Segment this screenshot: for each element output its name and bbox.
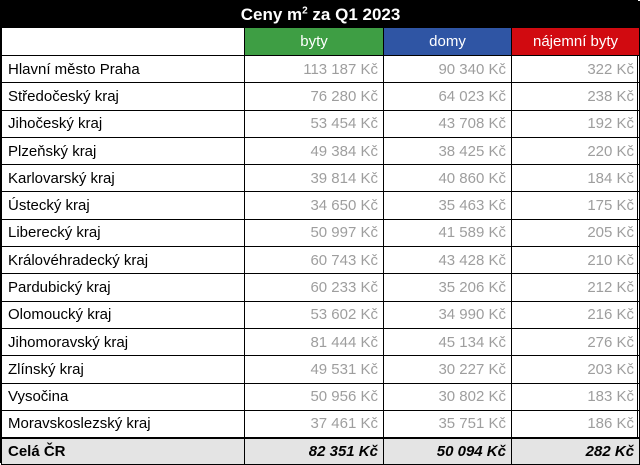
- byty-cell: 53 602 Kč: [244, 300, 384, 329]
- total-byty: 82 351 Kč: [244, 436, 384, 465]
- domy-cell: 64 023 Kč: [383, 82, 512, 111]
- byty-cell: 53 454 Kč: [244, 109, 384, 138]
- domy-cell: 43 428 Kč: [383, 246, 512, 275]
- byty-cell: 49 384 Kč: [244, 136, 384, 166]
- domy-cell: 34 990 Kč: [383, 300, 512, 329]
- domy-cell: 38 425 Kč: [383, 136, 512, 166]
- domy-cell: 30 227 Kč: [383, 355, 512, 384]
- domy-cell: 35 463 Kč: [383, 191, 512, 220]
- table-row: Královéhradecký kraj 60 743 Kč 43 428 Kč 21…: [1, 246, 640, 275]
- region-cell: Olomoucký kraj: [1, 300, 245, 329]
- region-cell: Středočeský kraj: [1, 82, 245, 111]
- total-najemni-byty: 282 Kč: [510, 436, 640, 465]
- byty-cell: 39 814 Kč: [244, 164, 384, 193]
- table-row: Hlavní město Praha 113 187 Kč 90 340 Kč 322…: [1, 54, 640, 84]
- najemni-byty-cell: 220 Kč: [510, 136, 640, 166]
- total-domy: 50 094 Kč: [383, 436, 512, 465]
- region-cell: Karlovarský kraj: [1, 164, 245, 193]
- table-row: Liberecký kraj 50 997 Kč 41 589 Kč 205 Kč: [1, 218, 640, 248]
- title-main: Ceny m: [240, 4, 303, 24]
- domy-cell: 30 802 Kč: [383, 382, 512, 411]
- region-cell: Vysočina: [1, 382, 245, 411]
- najemni-byty-cell: 183 Kč: [510, 382, 640, 411]
- domy-cell: 35 751 Kč: [383, 409, 512, 439]
- najemni-byty-cell: 276 Kč: [510, 327, 640, 357]
- byty-cell: 76 280 Kč: [244, 82, 384, 111]
- domy-cell: 45 134 Kč: [383, 327, 512, 357]
- total-label: Celá ČR: [1, 436, 245, 465]
- najemni-byty-cell: 205 Kč: [510, 218, 640, 248]
- table-row: Moravskoslezský kraj 37 461 Kč 35 751 Kč 18…: [1, 409, 640, 439]
- table-row: Plzeňský kraj 49 384 Kč 38 425 Kč 220 Kč: [1, 136, 640, 166]
- domy-cell: 35 206 Kč: [383, 273, 512, 302]
- table-row: Karlovarský kraj 39 814 Kč 40 860 Kč 184 Kč: [1, 164, 640, 193]
- najemni-byty-cell: 186 Kč: [510, 409, 640, 439]
- domy-cell: 40 860 Kč: [383, 164, 512, 193]
- region-cell: Pardubický kraj: [1, 273, 245, 302]
- region-cell: Královéhradecký kraj: [1, 246, 245, 275]
- header-najemni-byty: nájemní byty: [510, 27, 640, 56]
- region-cell: Hlavní město Praha: [1, 54, 245, 84]
- region-cell: Plzeňský kraj: [1, 136, 245, 166]
- region-cell: Ústecký kraj: [1, 191, 245, 220]
- region-cell: Jihomoravský kraj: [1, 327, 245, 357]
- byty-cell: 34 650 Kč: [244, 191, 384, 220]
- domy-cell: 90 340 Kč: [383, 54, 512, 84]
- region-cell: Moravskoslezský kraj: [1, 409, 245, 439]
- title-rest: za Q1 2023: [307, 4, 401, 24]
- header-domy: domy: [383, 27, 512, 56]
- table-row: Jihočeský kraj 53 454 Kč 43 708 Kč 192 Kč: [1, 109, 640, 138]
- table-title: Ceny m2 za Q1 2023: [0, 1, 640, 28]
- byty-cell: 49 531 Kč: [244, 355, 384, 384]
- table-row: Ústecký kraj 34 650 Kč 35 463 Kč 175 Kč: [1, 191, 640, 220]
- header-row: byty domy nájemní byty: [1, 27, 640, 56]
- region-cell: Liberecký kraj: [1, 218, 245, 248]
- byty-cell: 113 187 Kč: [244, 54, 384, 84]
- title-superscript: 2: [302, 4, 308, 16]
- byty-cell: 50 956 Kč: [244, 382, 384, 411]
- najemni-byty-cell: 192 Kč: [510, 109, 640, 138]
- domy-cell: 43 708 Kč: [383, 109, 512, 138]
- total-row: Celá ČR 82 351 Kč 50 094 Kč 282 Kč: [1, 436, 640, 465]
- region-cell: Jihočeský kraj: [1, 109, 245, 138]
- table-row: Olomoucký kraj 53 602 Kč 34 990 Kč 216 Kč: [1, 300, 640, 329]
- najemni-byty-cell: 184 Kč: [510, 164, 640, 193]
- najemni-byty-cell: 238 Kč: [510, 82, 640, 111]
- najemni-byty-cell: 212 Kč: [510, 273, 640, 302]
- najemni-byty-cell: 210 Kč: [510, 246, 640, 275]
- byty-cell: 37 461 Kč: [244, 409, 384, 439]
- byty-cell: 60 743 Kč: [244, 246, 384, 275]
- najemni-byty-cell: 322 Kč: [510, 54, 640, 84]
- domy-cell: 41 589 Kč: [383, 218, 512, 248]
- title-row: Ceny m2 za Q1 2023: [0, 1, 640, 28]
- header-region: [1, 27, 245, 56]
- table-row: Pardubický kraj 60 233 Kč 35 206 Kč 212 Kč: [1, 273, 640, 302]
- byty-cell: 60 233 Kč: [244, 273, 384, 302]
- header-byty: byty: [244, 27, 384, 56]
- region-cell: Zlínský kraj: [1, 355, 245, 384]
- table-row: Jihomoravský kraj 81 444 Kč 45 134 Kč 276 K…: [1, 327, 640, 357]
- table-row: Středočeský kraj 76 280 Kč 64 023 Kč 238 Kč: [1, 82, 640, 111]
- table-row: Zlínský kraj 49 531 Kč 30 227 Kč 203 Kč: [1, 355, 640, 384]
- table-row: Vysočina 50 956 Kč 30 802 Kč 183 Kč: [1, 382, 640, 411]
- byty-cell: 81 444 Kč: [244, 327, 384, 357]
- najemni-byty-cell: 175 Kč: [510, 191, 640, 220]
- byty-cell: 50 997 Kč: [244, 218, 384, 248]
- najemni-byty-cell: 216 Kč: [510, 300, 640, 329]
- najemni-byty-cell: 203 Kč: [510, 355, 640, 384]
